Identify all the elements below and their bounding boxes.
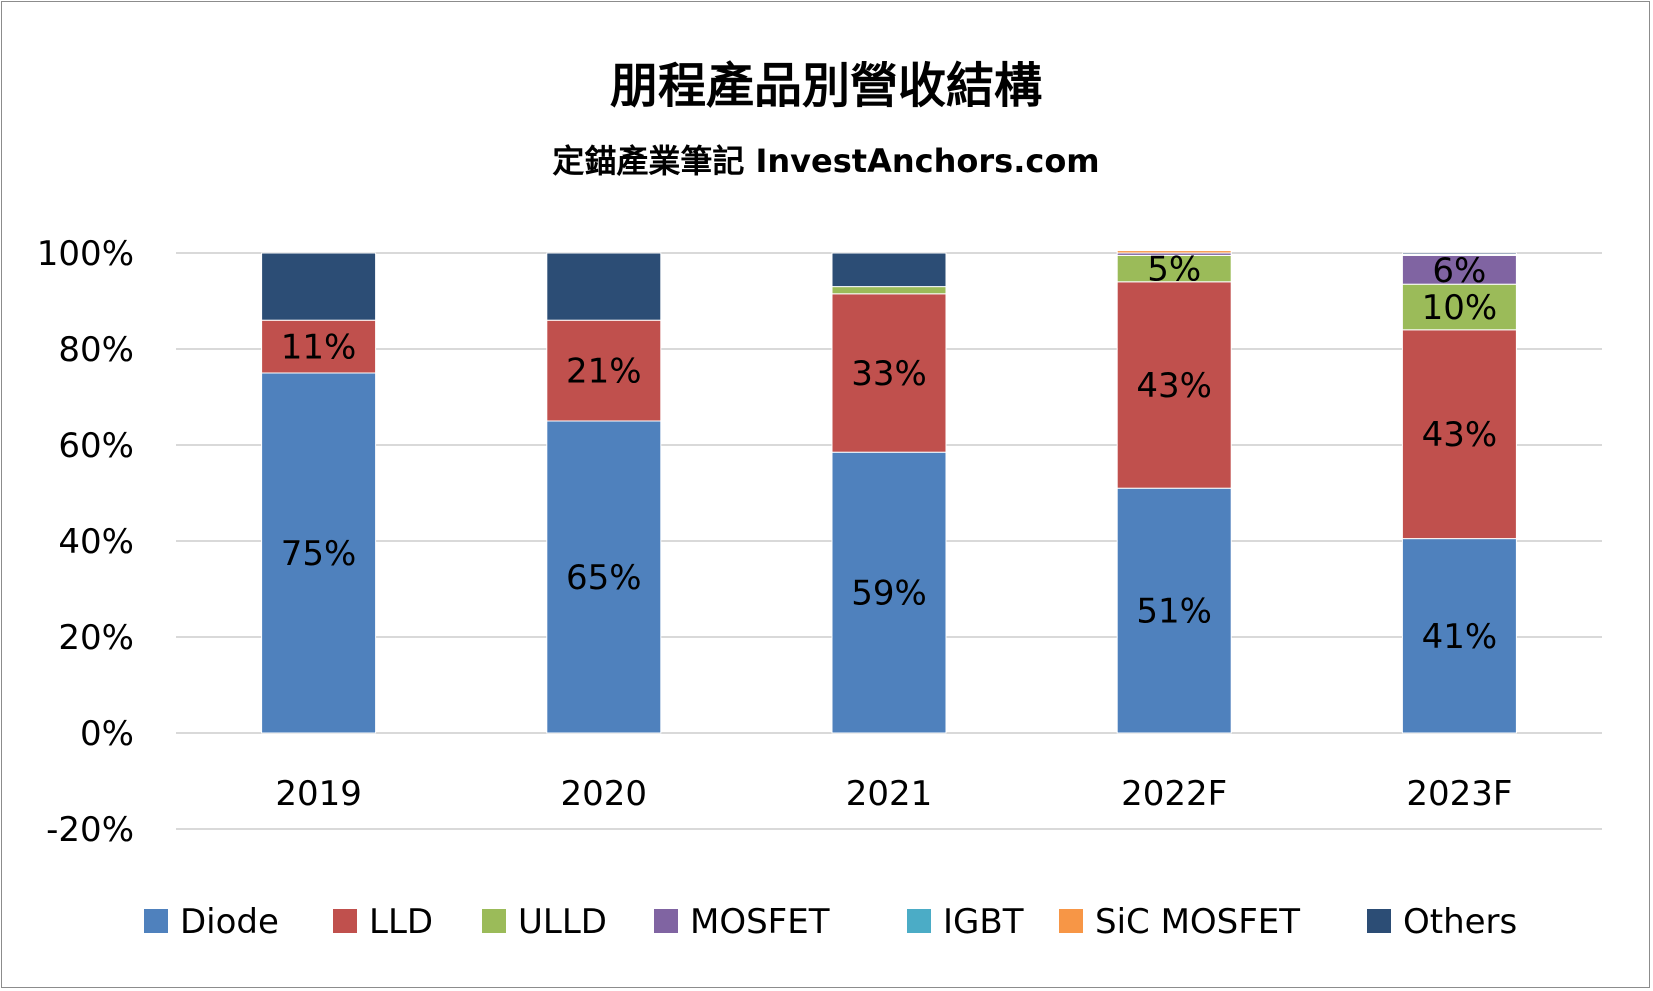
data-label: 59% xyxy=(851,574,927,614)
legend-label: IGBT xyxy=(943,902,1024,942)
chart-subtitle: 定錨產業筆記 InvestAnchors.com xyxy=(552,142,1099,180)
legend-swatch xyxy=(907,909,931,933)
legend-swatch xyxy=(1059,909,1083,933)
bar-segment xyxy=(1401,252,1517,255)
legend-label: ULLD xyxy=(518,902,607,942)
data-label: 21% xyxy=(566,352,642,392)
data-label: 6% xyxy=(1432,251,1486,291)
bar-segment xyxy=(261,372,377,734)
bar-segment xyxy=(546,252,662,321)
data-label: 5% xyxy=(1147,250,1201,290)
y-tick-label: 100% xyxy=(37,234,134,274)
bars xyxy=(261,250,1517,734)
x-tick-label: 2022F xyxy=(1121,774,1227,814)
data-label: 43% xyxy=(1422,415,1498,455)
data-label: 10% xyxy=(1422,288,1498,328)
data-label: 43% xyxy=(1136,366,1212,406)
y-tick-label: 40% xyxy=(58,522,134,562)
data-label: 75% xyxy=(281,534,357,574)
x-tick-label: 2020 xyxy=(561,774,648,814)
x-tick-label: 2019 xyxy=(275,774,362,814)
bar-segment xyxy=(831,293,947,453)
bar-segment xyxy=(261,252,377,321)
legend-swatch xyxy=(144,909,168,933)
legend-label: Diode xyxy=(180,902,279,942)
legend-swatch xyxy=(482,909,506,933)
x-axis-ticks: 2019 2020 2021 2022F 2023F xyxy=(275,774,1512,814)
legend-label: SiC MOSFET xyxy=(1095,902,1300,942)
legend-label: Others xyxy=(1403,902,1517,942)
data-label: 65% xyxy=(566,558,642,598)
bar-segment xyxy=(546,319,662,422)
y-tick-label: 20% xyxy=(58,618,134,658)
y-tick-label: 0% xyxy=(80,714,134,754)
y-tick-label: 60% xyxy=(58,426,134,466)
legend-swatch xyxy=(654,909,678,933)
bar-segment xyxy=(831,451,947,734)
y-tick-label: -20% xyxy=(46,810,134,850)
bar-segment xyxy=(1116,281,1232,489)
bar-segment xyxy=(1401,283,1517,331)
y-tick-label: 80% xyxy=(58,330,134,370)
legend-swatch xyxy=(1367,909,1391,933)
chart-title: 朋程產品別營收結構 xyxy=(610,58,1042,114)
bar-segment xyxy=(1401,538,1517,734)
y-axis-ticks: 100% 80% 60% 40% 20% 0% -20% xyxy=(37,234,134,850)
x-tick-label: 2021 xyxy=(846,774,933,814)
bar-segment xyxy=(546,420,662,734)
bar-segment xyxy=(831,286,947,295)
legend-label: LLD xyxy=(369,902,433,942)
bar-segment xyxy=(1401,329,1517,540)
bar-segment xyxy=(1401,254,1517,285)
bar-segment xyxy=(1116,250,1232,254)
data-label: 11% xyxy=(281,328,357,368)
data-label: 51% xyxy=(1136,592,1212,632)
data-labels: 75% 11% 65% 21% 59% 33% 51% 43% 5% 41% 43% 10%6% xyxy=(281,250,1497,657)
bar-segment xyxy=(831,252,947,288)
legend-label: MOSFET xyxy=(690,902,830,942)
bar-segment xyxy=(261,319,377,374)
data-label: 33% xyxy=(851,354,927,394)
x-tick-label: 2023F xyxy=(1406,774,1512,814)
bar-segment xyxy=(1116,254,1232,283)
bar-segment xyxy=(1116,487,1232,734)
legend-swatch xyxy=(333,909,357,933)
data-label: 41% xyxy=(1422,617,1498,657)
legend: Diode LLD ULLD MOSFET IGBT SiC MOSFET Others xyxy=(144,902,1517,942)
